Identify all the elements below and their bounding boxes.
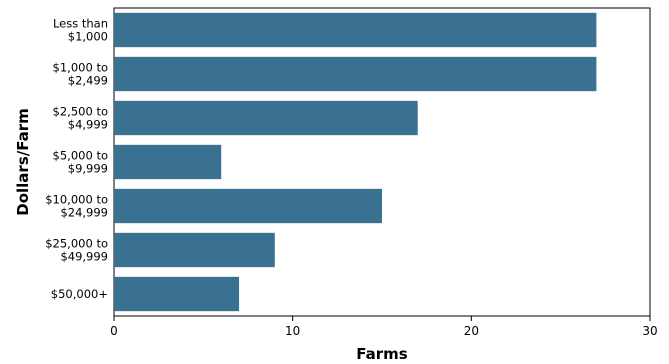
bars-group <box>114 12 597 312</box>
category-label: $2,500 to $4,999 <box>53 105 108 132</box>
category-labels: Less than $1,000 $1,000 to $2,499 $2,500 to $… <box>45 17 108 302</box>
x-tick-label: 0 <box>110 324 118 338</box>
category-label: $50,000+ <box>51 287 108 301</box>
bar <box>114 188 382 224</box>
bar <box>114 12 597 48</box>
x-tick-label: 30 <box>642 324 657 338</box>
bar <box>114 100 418 136</box>
x-tick-label: 20 <box>464 324 479 338</box>
bar <box>114 232 275 268</box>
bar <box>114 56 597 92</box>
x-axis-title: Farms <box>356 345 408 363</box>
category-label: $5,000 to $9,999 <box>53 149 108 176</box>
category-label: Less than $1,000 <box>53 17 108 44</box>
bar <box>114 144 222 180</box>
category-label: $25,000 to $49,999 <box>45 237 108 264</box>
x-axis-ticks: 0 10 20 30 <box>110 316 658 338</box>
y-axis-title: Dollars/Farm <box>14 108 32 215</box>
x-tick-label: 10 <box>285 324 300 338</box>
bar <box>114 276 240 312</box>
category-label: $1,000 to $2,499 <box>53 61 108 88</box>
category-label: $10,000 to $24,999 <box>45 193 108 220</box>
